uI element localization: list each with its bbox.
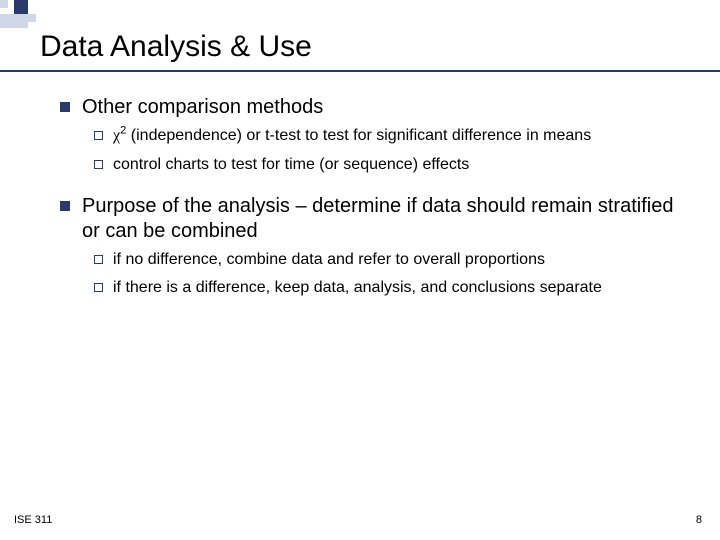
slide-number: 8 [696,514,702,526]
filled-square-bullet-icon [60,201,70,211]
bullet-level1: Purpose of the analysis – determine if d… [60,194,680,244]
bullet-level2: if there is a difference, keep data, ana… [94,278,680,299]
bullet-level1: Other comparison methods [60,95,680,120]
bullet-level2: if no difference, combine data and refer… [94,250,680,271]
hollow-square-bullet-icon [94,131,103,140]
bullet-text: Other comparison methods [82,95,323,120]
bullet-text: Purpose of the analysis – determine if d… [82,194,680,244]
filled-square-bullet-icon [60,102,70,112]
hollow-square-bullet-icon [94,255,103,264]
bullet-level2: χ2 (independence) or t-test to test for … [94,126,680,147]
slide-title: Data Analysis & Use [40,30,312,64]
bullet-text: if there is a difference, keep data, ana… [113,278,602,299]
sub-bullets: if no difference, combine data and refer… [94,250,680,300]
bullet-text: control charts to test for time (or sequ… [113,155,469,176]
bullet-text: if no difference, combine data and refer… [113,250,545,271]
title-underline [0,70,720,72]
bullet-text: χ2 (independence) or t-test to test for … [113,126,591,147]
slide-content: Other comparison methods χ2 (independenc… [60,95,680,317]
bullet-level2: control charts to test for time (or sequ… [94,155,680,176]
sub-bullets: χ2 (independence) or t-test to test for … [94,126,680,176]
hollow-square-bullet-icon [94,283,103,292]
hollow-square-bullet-icon [94,160,103,169]
footer-course-code: ISE 311 [14,514,52,526]
